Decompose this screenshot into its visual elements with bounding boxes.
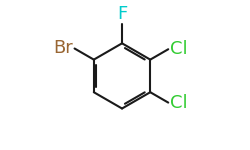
Text: Cl: Cl <box>170 94 187 112</box>
Text: Cl: Cl <box>170 39 187 57</box>
Text: Br: Br <box>54 39 73 57</box>
Text: F: F <box>117 4 127 22</box>
